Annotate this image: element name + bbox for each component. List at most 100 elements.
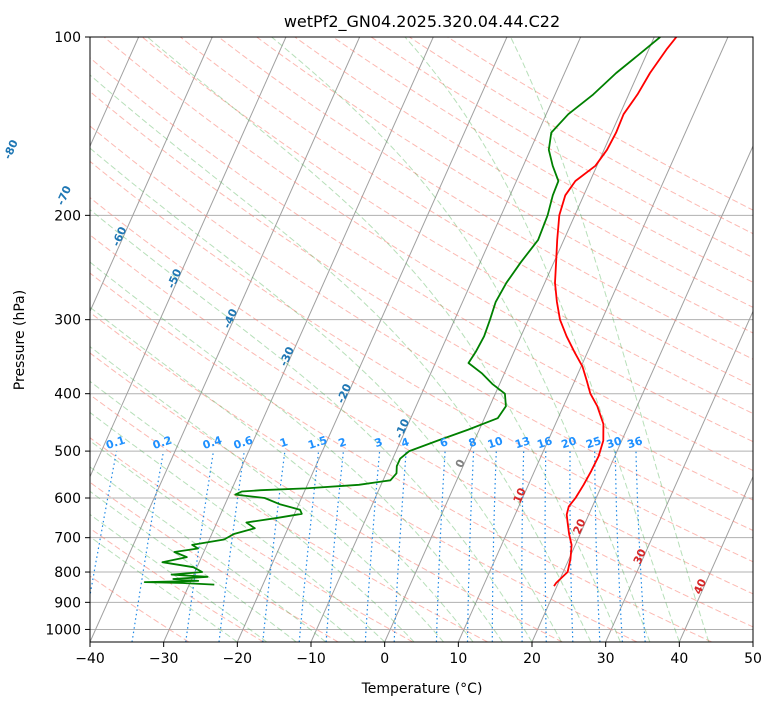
mixing-ratio-label: 30 [605,434,624,451]
moist-adiabat [90,490,297,642]
moist-adiabat [90,411,386,642]
mixing-ratio-line [435,451,446,642]
mixing-ratio-label: 0.4 [201,433,224,451]
y-tick-label: 500 [54,444,81,460]
mixing-ratio-label: 36 [626,434,645,451]
mixing-ratio-line [393,451,407,642]
mixing-ratio-line [325,451,344,642]
mixing-ratio-label: 1.5 [306,434,329,452]
mixing-ratio-label: 6 [438,435,450,450]
mixing-ratio-label: 20 [560,434,579,451]
mixing-ratio-label: 0.6 [232,433,255,451]
mixing-ratio-line [544,451,547,642]
dry-adiabat [332,37,753,283]
mixing-ratio-label: 0.1 [104,434,127,452]
axes: −40 −30 −20 −10 0 10 20 30 40 5010020030040050060… [45,30,762,667]
moist-adiabat [404,37,680,642]
dry-adiabat [103,37,753,443]
dry-adiabat [90,160,753,563]
isotherm-label-warm: 10 [511,486,529,506]
moist-adiabat [271,37,651,642]
isotherm-line [90,37,140,148]
y-tick-label: 100 [54,30,81,46]
isotherm-line [0,37,65,642]
isotherm-label-zero: 0 [453,457,468,470]
moist-adiabat [90,513,268,642]
dewpoint-profile [143,37,661,586]
isotherm-line [90,37,361,642]
mixing-ratio-label: 8 [467,435,478,450]
mixing-ratio-line [521,451,525,642]
dry-adiabat [90,352,563,642]
dry-adiabat [90,234,753,628]
x-tick-label: 20 [523,651,541,667]
y-tick-label: 700 [54,531,81,547]
dry-adiabat [90,394,488,642]
moist-adiabat [90,536,238,642]
dry-adiabat [90,527,264,642]
isotherm-label: -70 [54,184,74,208]
x-tick-label: 10 [449,651,467,667]
moist-adiabat [90,261,503,642]
x-axis-label: Temperature (°C) [361,681,483,697]
dry-adiabat [90,311,638,642]
mixing-ratio-line [491,451,497,642]
mixing-ratio-line [364,451,381,642]
x-tick-label: −40 [75,651,105,667]
isotherm-line [310,37,582,642]
isotherm-line [605,310,753,642]
mixing-ratio-label: 1 [278,435,289,450]
x-tick-label: 50 [744,651,762,667]
moist-adiabat [90,74,592,642]
chart-title: wetPf2_GN04.2025.320.04.44.C22 [284,12,560,32]
moist-adiabat [90,345,444,642]
x-tick-label: 30 [597,651,615,667]
moist-adiabat [90,380,415,642]
dry-adiabat [218,37,753,360]
isotherm-line [163,37,434,642]
y-tick-label: 600 [54,491,81,507]
mixing-ratio-label: 16 [535,434,554,451]
y-tick-label: 200 [54,208,81,224]
y-tick-label: 800 [54,565,81,581]
y-tick-label: 900 [54,595,81,611]
moist-adiabat [90,466,327,642]
dry-adiabat [370,37,753,259]
mixing-ratio-line [131,450,165,642]
dry-adiabat [90,90,753,501]
isotherm-label: -80 [1,137,21,161]
isotherm-line [90,37,287,478]
isotherm-line [752,640,753,642]
isotherm-label-warm: 20 [571,517,589,537]
dry-adiabat [90,437,414,642]
dry-adiabat [90,575,190,642]
mixing-ratio-line [262,451,286,642]
isotherm-line [90,37,213,313]
mixing-ratio-line [569,451,574,642]
y-tick-label: 300 [54,313,81,329]
mixing-ratio-label: 25 [584,434,603,451]
mixing-ratio-label: 0.2 [151,434,174,452]
x-tick-label: 0 [380,651,389,667]
isotherm-line [457,37,729,642]
moist-adiabat [90,209,533,642]
plot-clip-group [0,37,753,642]
x-tick-label: −10 [296,651,326,667]
y-tick-label: 1000 [45,622,81,638]
mixing-ratio-label: 4 [399,435,411,450]
x-tick-label: −20 [223,651,253,667]
isotherm-label-warm: 30 [631,547,649,567]
plot-frame [89,36,754,643]
moist-adiabat [90,440,356,642]
mixing-ratio-label: 2 [337,435,348,450]
dry-adiabat [180,37,753,387]
isotherm-line [531,144,753,642]
dry-adiabat [90,481,339,642]
isotherm-label-warm: 40 [691,577,709,597]
mixing-ratio-label: 13 [513,434,532,451]
mixing-ratio-line [90,450,118,599]
mixing-ratio-line [298,451,320,642]
mixing-ratio-line [594,451,601,642]
dry-adiabat [294,37,753,308]
